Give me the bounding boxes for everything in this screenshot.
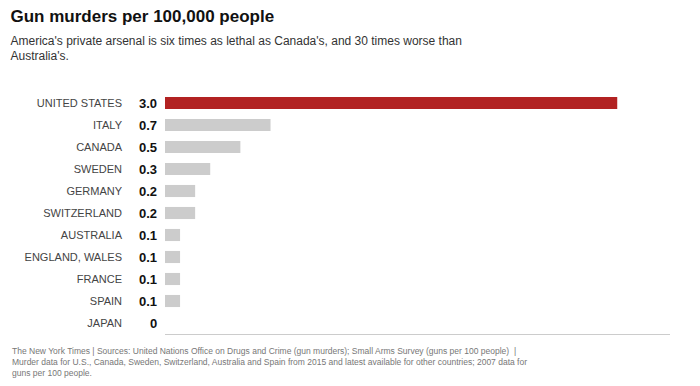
svg-text:FRANCE: FRANCE — [77, 273, 122, 285]
svg-text:America's private arsenal is s: America's private arsenal is six times a… — [11, 34, 462, 64]
svg-text:AUSTRALIA: AUSTRALIA — [61, 229, 123, 241]
svg-text:0.2: 0.2 — [139, 206, 157, 221]
svg-text:0.5: 0.5 — [139, 140, 157, 155]
svg-text:SWITZERLAND: SWITZERLAND — [43, 207, 122, 219]
svg-text:0.1: 0.1 — [139, 272, 157, 287]
svg-text:3.0: 3.0 — [139, 96, 157, 111]
svg-text:0.1: 0.1 — [139, 228, 157, 243]
svg-text:0.1: 0.1 — [139, 294, 157, 309]
svg-text:CANADA: CANADA — [76, 141, 123, 153]
svg-text:JAPAN: JAPAN — [87, 317, 122, 329]
svg-text:ENGLAND, WALES: ENGLAND, WALES — [25, 251, 122, 263]
svg-text:0: 0 — [150, 316, 157, 331]
svg-text:The New York Times | Sources:: The New York Times | Sources: United Nat… — [12, 346, 527, 378]
svg-text:0.2: 0.2 — [139, 184, 157, 199]
svg-text:0.3: 0.3 — [139, 162, 157, 177]
svg-text:UNITED STATES: UNITED STATES — [37, 97, 122, 109]
svg-text:0.7: 0.7 — [139, 118, 157, 133]
svg-text:ITALY: ITALY — [93, 119, 123, 131]
svg-text:SPAIN: SPAIN — [90, 295, 122, 307]
svg-text:Gun murders per 100,000 people: Gun murders per 100,000 people — [11, 7, 275, 26]
svg-text:SWEDEN: SWEDEN — [74, 163, 122, 175]
svg-text:0.1: 0.1 — [139, 250, 157, 265]
svg-text:GERMANY: GERMANY — [66, 185, 122, 197]
